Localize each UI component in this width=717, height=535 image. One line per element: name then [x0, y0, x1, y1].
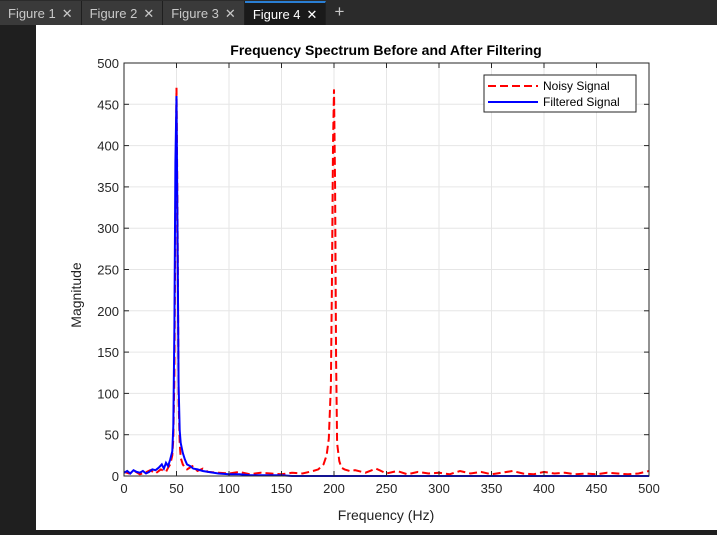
x-tick-label: 300 — [428, 481, 450, 496]
tab-label: Figure 3 — [171, 5, 219, 21]
x-tick-label: 200 — [323, 481, 345, 496]
y-tick-label: 300 — [97, 221, 119, 236]
chart-title: Frequency Spectrum Before and After Filt… — [230, 42, 541, 58]
tab-figure-1[interactable]: Figure 1 ✕ — [0, 1, 82, 25]
close-icon[interactable]: ✕ — [224, 5, 236, 21]
figure-canvas: Frequency Spectrum Before and After Filt… — [36, 25, 717, 530]
y-tick-label: 50 — [105, 428, 119, 443]
x-tick-label: 400 — [533, 481, 555, 496]
tab-label: Figure 4 — [252, 6, 301, 22]
y-tick-label: 150 — [97, 345, 119, 360]
x-tick-label: 250 — [376, 481, 398, 496]
y-tick-label: 250 — [97, 263, 119, 278]
y-tick-label: 400 — [97, 139, 119, 154]
x-tick-label: 350 — [481, 481, 503, 496]
grid-lines — [123, 62, 650, 477]
y-tick-label: 0 — [112, 469, 119, 484]
x-tick-label: 0 — [120, 481, 127, 496]
close-icon[interactable]: ✕ — [61, 5, 73, 21]
tick-marks: 0 50 100 150 200 250 300 350 400 450 500 0 50 100 150 2… — [97, 56, 660, 496]
tab-figure-4[interactable]: Figure 4 ✕ — [244, 1, 327, 25]
y-tick-label: 500 — [97, 56, 119, 71]
close-icon[interactable]: ✕ — [306, 6, 318, 22]
x-tick-label: 50 — [169, 481, 183, 496]
y-tick-label: 200 — [97, 304, 119, 319]
tab-label: Figure 1 — [8, 5, 56, 21]
legend-label-noisy: Noisy Signal — [543, 79, 610, 93]
y-tick-label: 450 — [97, 97, 119, 112]
spectrum-chart: Frequency Spectrum Before and After Filt… — [68, 42, 660, 523]
figure-tab-bar: Figure 1 ✕ Figure 2 ✕ Figure 3 ✕ Figure … — [0, 0, 717, 25]
x-axis-label: Frequency (Hz) — [338, 507, 434, 523]
tab-figure-3[interactable]: Figure 3 ✕ — [163, 1, 245, 25]
x-tick-label: 100 — [218, 481, 240, 496]
y-axis-label: Magnitude — [68, 262, 84, 328]
x-tick-label: 450 — [586, 481, 608, 496]
close-icon[interactable]: ✕ — [143, 5, 155, 21]
legend-box — [483, 74, 637, 113]
legend-label-filtered: Filtered Signal — [543, 95, 620, 109]
x-tick-label: 150 — [271, 481, 293, 496]
tab-figure-2[interactable]: Figure 2 ✕ — [81, 1, 164, 25]
y-tick-label: 350 — [97, 180, 119, 195]
plus-icon[interactable]: + — [334, 2, 345, 21]
left-panel — [0, 25, 36, 530]
legend: Noisy Signal Filtered Signal — [483, 74, 637, 113]
y-tick-label: 100 — [97, 386, 119, 401]
x-tick-label: 500 — [638, 481, 660, 496]
tab-label: Figure 2 — [89, 5, 138, 21]
